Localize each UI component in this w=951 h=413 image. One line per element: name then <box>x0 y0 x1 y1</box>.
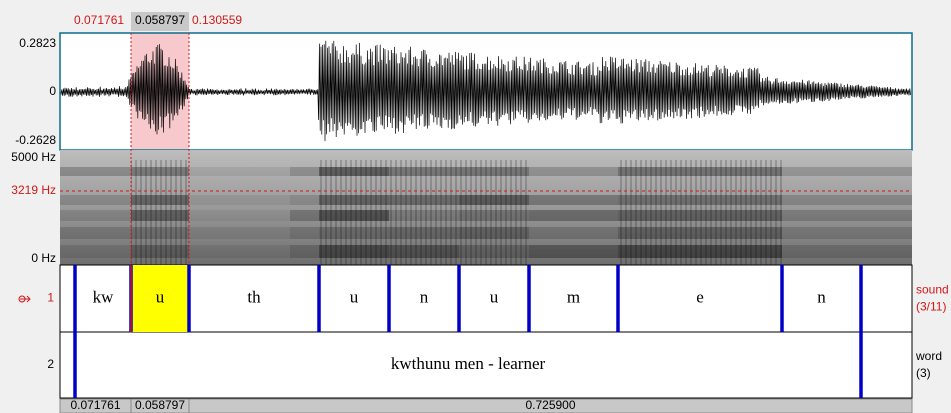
interval-label[interactable]: m <box>567 287 580 306</box>
striations <box>618 160 782 265</box>
formant-band <box>60 227 131 239</box>
interval-label[interactable]: n <box>817 287 826 306</box>
spectrogram-min: 0 Hz <box>31 251 56 265</box>
formant-band <box>189 210 290 221</box>
formant-band <box>60 167 131 176</box>
tier-number: 2 <box>47 357 54 371</box>
selection-left: 0.071761 <box>74 13 124 27</box>
interval-label[interactable]: u <box>490 287 499 306</box>
formant-band <box>529 167 618 176</box>
formant-band <box>782 227 912 239</box>
interval-label[interactable]: n <box>420 287 429 306</box>
selection-right: 0.130559 <box>192 13 242 27</box>
waveform <box>60 40 911 142</box>
formant-band <box>782 210 912 221</box>
interval-label[interactable]: e <box>696 287 704 306</box>
tier-info: (3/11) <box>916 300 946 314</box>
formant-band <box>782 195 912 205</box>
bottom-cell-label[interactable]: 0.058797 <box>135 398 185 412</box>
formant-band <box>290 245 319 258</box>
spectrogram-cursor: 3219 Hz <box>11 183 56 197</box>
spectrogram-texture <box>60 160 912 265</box>
bottom-cell-label[interactable]: 0.071761 <box>70 398 120 412</box>
tier-name[interactable]: sound <box>916 283 949 297</box>
bottom-bar[interactable]: 0.071761 0.058797 0.725900 <box>59 398 913 413</box>
tier-number: 1 <box>47 291 54 305</box>
tiers[interactable]: kw u th u n u m e n 1 sound (3/11) kwthunu men - lea… <box>47 265 949 398</box>
formant-band <box>782 167 912 176</box>
selection-duration: 0.058797 <box>135 13 185 27</box>
formant-band <box>290 227 319 239</box>
waveform-max: 0.2823 <box>19 36 56 50</box>
formant-band <box>60 210 131 221</box>
formant-band <box>290 167 319 176</box>
formant-band <box>529 195 618 205</box>
waveform-zero: 0 <box>49 84 56 98</box>
formant-band <box>60 195 131 205</box>
tier-info: (3) <box>916 366 931 380</box>
formant-band <box>290 210 319 221</box>
formant-band <box>189 227 290 239</box>
formant-band <box>529 227 618 239</box>
tier-name[interactable]: word <box>915 349 942 363</box>
striations <box>319 160 389 265</box>
interval-label[interactable]: u <box>156 287 165 306</box>
interval-label[interactable]: kwthunu men - learner <box>391 354 546 373</box>
tier-pointer-icon <box>18 295 31 303</box>
bottom-cell[interactable] <box>188 398 913 413</box>
interval-label[interactable]: u <box>350 287 359 306</box>
selected-interval <box>131 265 189 332</box>
formant-band <box>60 245 131 258</box>
formant-band <box>782 245 912 258</box>
formant-band <box>529 210 618 221</box>
striations <box>131 160 189 265</box>
formant-band <box>290 195 319 205</box>
waveform-trace <box>60 40 911 142</box>
striations <box>459 160 529 265</box>
striations <box>389 160 459 265</box>
formant-band <box>529 245 618 258</box>
formant-band <box>189 245 290 258</box>
interval-label[interactable]: kw <box>93 287 115 306</box>
spectrogram-max: 5000 Hz <box>11 150 56 164</box>
interval-label[interactable]: th <box>247 287 261 306</box>
selection-box <box>131 12 189 31</box>
bottom-cell-label[interactable]: 0.725900 <box>525 398 575 412</box>
formant-band <box>189 195 290 205</box>
waveform-min: -0.2628 <box>15 133 56 147</box>
formant-band <box>189 167 290 176</box>
